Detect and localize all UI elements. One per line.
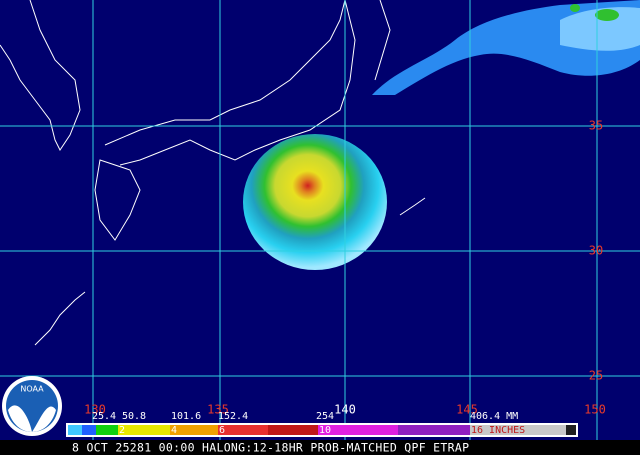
lon-label: 130 <box>84 403 106 417</box>
precip-cell <box>570 4 580 12</box>
coastline <box>94 159 141 241</box>
color-bar <box>66 423 578 437</box>
precip-cell <box>595 9 619 21</box>
legend-inch: 2 <box>119 425 125 436</box>
legend-mm: 406.4 MM <box>470 411 518 422</box>
precip-band <box>560 7 640 51</box>
lon-label: 135 <box>207 403 229 417</box>
legend-mm: 152.4 <box>218 411 248 422</box>
lon-label: 145 <box>456 403 478 417</box>
legend-inch: 4 <box>171 425 177 436</box>
legend-inch: 10 <box>319 425 331 436</box>
graticule <box>0 0 640 440</box>
lon-label: 150 <box>584 403 606 417</box>
legend-inch: 6 <box>219 425 225 436</box>
coastline <box>374 0 391 81</box>
lon-label: 140 <box>334 403 356 417</box>
legend-mm: 50.8 <box>122 411 146 422</box>
coastline <box>399 197 426 216</box>
legend-inch: 16 INCHES <box>471 425 525 436</box>
coastline <box>119 0 356 166</box>
coastline <box>104 0 346 146</box>
footer-text: 8 OCT 25281 00:00 HALONG:12-18HR PROB-MA… <box>72 441 469 455</box>
storm-precip <box>243 134 387 270</box>
footer-bg <box>0 440 640 455</box>
coastline <box>34 291 86 346</box>
noaa-logo: NOAA <box>2 376 62 436</box>
coastline <box>0 0 81 151</box>
lat-label: 30 <box>589 244 603 258</box>
legend-mm: 25.4 <box>92 411 116 422</box>
logo-text: NOAA <box>20 385 44 394</box>
legend-mm: 101.6 <box>171 411 201 422</box>
lat-label: 35 <box>589 119 603 133</box>
legend-mm: 254 <box>316 411 334 422</box>
lat-label: 25 <box>589 369 603 383</box>
